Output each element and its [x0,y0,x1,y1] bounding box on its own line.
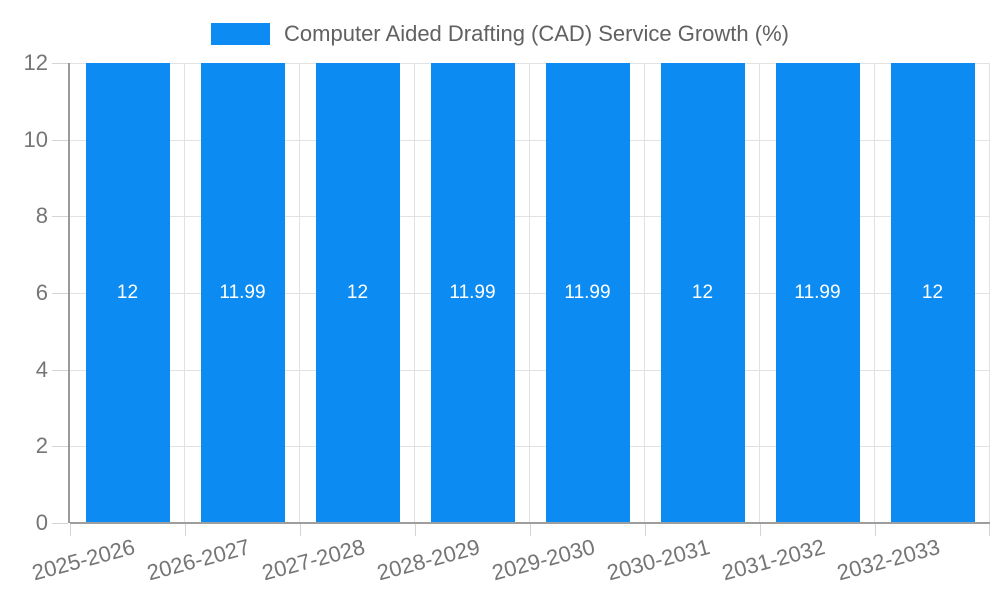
x-axis-tick-mark [300,523,301,536]
y-axis-tick-mark [52,139,68,141]
gridline-vertical [874,63,875,523]
gridline-vertical [644,63,645,523]
gridline-horizontal [70,369,990,371]
gridline-vertical [759,63,760,523]
bar-value-label: 12 [921,282,944,303]
x-axis-tick-mark [989,523,990,536]
bar: 11.99 [200,63,285,523]
bar-value-label: 11.99 [564,282,611,304]
x-axis-tick-mark [645,523,646,536]
y-axis-tick-mark [52,63,68,64]
legend-swatch [211,23,271,45]
gridline-horizontal [70,216,990,218]
bar-value-label: 11.99 [219,282,266,304]
gridline-vertical [989,63,990,523]
bar: 12 [85,63,170,523]
y-axis-tick-mark [52,523,68,524]
y-axis-tick-mark [52,446,68,448]
y-axis-line [68,63,70,523]
x-axis-tick-mark [415,523,416,536]
bar-value-label: 12 [691,282,714,303]
bar-value-label: 11.99 [794,282,841,304]
plot-area: 12 11.99 12 11.99 11.99 12 11.99 12 [70,63,990,523]
gridline-vertical [299,63,300,523]
y-axis-tick-label: 2 [35,433,48,459]
bar-value-label: 11.99 [449,282,496,304]
x-axis-tick-mark [530,523,531,536]
y-axis-tick-label: 12 [23,50,48,75]
bar: 11.99 [545,63,630,523]
gridline-horizontal [70,63,990,64]
x-axis-line [70,522,990,524]
gridline-horizontal [70,139,990,141]
bar: 12 [315,63,400,523]
y-axis-tick-label: 6 [35,280,48,305]
gridline-vertical [529,63,530,523]
gridline-vertical [184,63,185,523]
y-axis-tick-label: 10 [23,126,48,152]
y-axis-tick-label: 4 [35,356,48,382]
x-axis-tick-mark [70,523,71,536]
gridline-horizontal [70,293,990,294]
bar: 11.99 [430,63,515,523]
bar: 12 [660,63,745,523]
legend: Computer Aided Drafting (CAD) Service Gr… [0,20,1000,48]
chart-title: Computer Aided Drafting (CAD) Service Gr… [284,21,789,46]
bar: 12 [890,63,975,523]
y-axis-tick-label: 8 [35,203,48,229]
bar: 11.99 [775,63,860,523]
x-axis-tick-mark [185,523,186,536]
gridline-horizontal [70,446,990,448]
bar-value-label: 12 [116,282,139,303]
gridline-vertical [414,63,415,523]
y-axis-tick-mark [52,216,68,218]
y-axis-tick-label: 0 [35,510,48,535]
bar-value-label: 12 [346,282,369,303]
y-axis-tick-mark [52,369,68,371]
x-axis-tick-mark [760,523,761,536]
x-axis-tick-mark [875,523,876,536]
y-axis-tick-mark [52,293,68,294]
